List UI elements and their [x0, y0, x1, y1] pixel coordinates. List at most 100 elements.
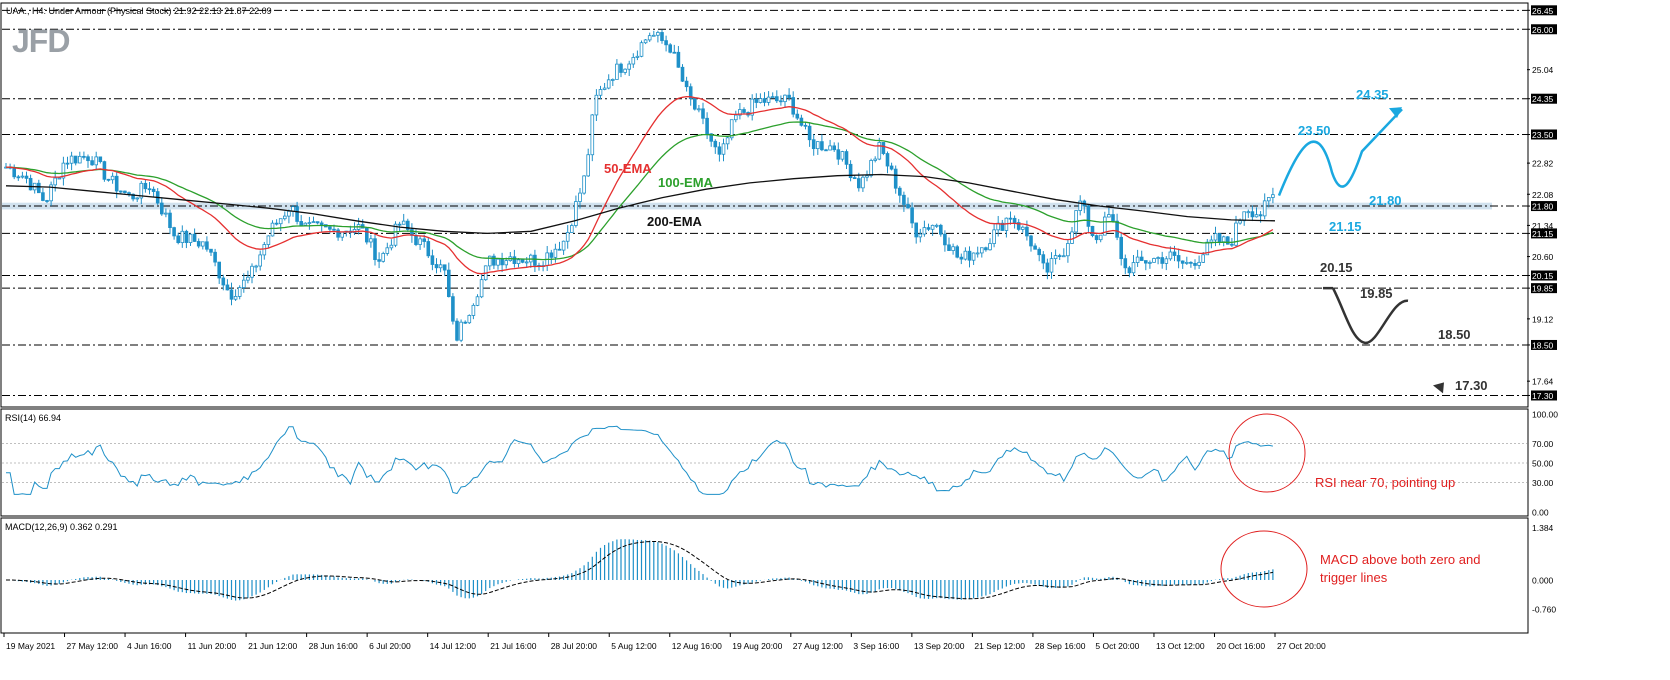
candle-body — [512, 256, 517, 265]
candle-body — [803, 124, 808, 127]
candle-body — [65, 162, 70, 165]
candle-body — [319, 222, 324, 226]
candle-body — [898, 187, 902, 196]
candle-body — [475, 296, 480, 306]
price-tick-label: 23.50 — [1532, 130, 1554, 140]
price-tick-highlight — [1531, 24, 1557, 35]
candle-body — [266, 235, 271, 245]
candle-body — [369, 238, 373, 243]
candle-body — [1271, 194, 1275, 198]
candle-body — [1115, 220, 1119, 238]
candle-body — [188, 233, 193, 243]
candle-body — [980, 247, 984, 254]
candle-body — [1234, 222, 1238, 246]
rsi-panel-frame — [0, 408, 1529, 517]
candle-body — [24, 175, 29, 179]
candle-body — [729, 119, 734, 139]
candle-body — [405, 220, 410, 230]
candle-body — [688, 86, 693, 100]
candle-body — [1131, 262, 1136, 274]
candle-body — [1144, 260, 1148, 264]
candle-body — [1062, 255, 1066, 258]
candle-body — [906, 204, 910, 209]
candle-body — [910, 207, 914, 224]
candle-body — [627, 63, 631, 70]
candle-body — [159, 202, 164, 215]
candle-body — [795, 113, 800, 119]
price-tick-highlight — [1531, 129, 1557, 140]
candle-body — [1160, 257, 1165, 264]
candle-body — [943, 233, 947, 246]
candle-body — [401, 220, 406, 225]
price-tick-label: 19.12 — [1532, 314, 1554, 324]
candle-body — [496, 258, 500, 266]
rsi-title: RSI(14) 66.94 — [5, 413, 61, 423]
candle-body — [1057, 255, 1062, 257]
candle-body — [172, 227, 176, 237]
candle-body — [561, 240, 566, 251]
candle-body — [397, 223, 402, 226]
candle-body — [1180, 260, 1185, 264]
candle-body — [479, 279, 484, 298]
candle-body — [619, 63, 623, 73]
price-tick-label: 26.00 — [1532, 25, 1554, 35]
candle-body — [1127, 267, 1132, 274]
price-tick-label: 21.15 — [1532, 229, 1554, 239]
level-label-21-15: 21.15 — [1329, 219, 1362, 234]
candle-body — [520, 259, 525, 263]
macd-tick-label: 0.000 — [1532, 576, 1554, 586]
candle-body — [721, 143, 726, 155]
symbol-header: UAA., H4: Under Armour (Physical Stock) … — [6, 6, 272, 16]
candle-body — [1250, 211, 1255, 218]
scenario-up-arrowhead — [1389, 107, 1402, 119]
price-panel-frame — [0, 2, 1529, 408]
x-tick-label: 19 Aug 20:00 — [732, 641, 782, 651]
candle-body — [459, 321, 463, 341]
candle-body — [246, 276, 250, 281]
candle-body — [1230, 243, 1234, 246]
candle-body — [229, 289, 234, 300]
candle-body — [418, 238, 422, 245]
candle-body — [20, 175, 25, 178]
candle-body — [180, 230, 185, 244]
x-tick-label: 11 Jun 20:00 — [188, 641, 237, 651]
candle-body — [955, 246, 959, 258]
price-tick-label: 20.15 — [1532, 271, 1554, 281]
candle-body — [299, 221, 303, 226]
candle-body — [184, 230, 189, 243]
candle-body — [287, 210, 291, 217]
x-tick-label: 3 Sep 16:00 — [853, 641, 899, 651]
candle-body — [807, 125, 812, 141]
candle-body — [1168, 251, 1173, 260]
candle-body — [78, 155, 82, 164]
candle-body — [775, 96, 779, 102]
candle-body — [672, 51, 677, 54]
candle-body — [37, 182, 41, 194]
candle-body — [200, 241, 205, 247]
price-tick-label: 18.50 — [1532, 340, 1554, 350]
price-tick-label: 17.64 — [1532, 377, 1554, 387]
candle-body — [779, 100, 783, 103]
candle-body — [131, 193, 135, 200]
candle-body — [684, 80, 689, 88]
candle-body — [1242, 211, 1247, 222]
x-tick-label: 4 Jun 16:00 — [127, 641, 172, 651]
candle-body — [500, 258, 504, 266]
candle-body — [848, 163, 853, 179]
x-tick-label: 27 Aug 12:00 — [793, 641, 843, 651]
candle-body — [877, 142, 882, 160]
candle-body — [869, 160, 873, 177]
candle-body — [209, 248, 213, 253]
candle-body — [664, 40, 668, 46]
rsi-tick-label: 100.00 — [1532, 410, 1558, 420]
candle-body — [922, 227, 927, 235]
candle-body — [270, 222, 275, 237]
candle-body — [241, 279, 246, 288]
x-tick-label: 6 Jul 20:00 — [369, 641, 411, 651]
candle-body — [430, 255, 435, 265]
candle-body — [660, 32, 664, 42]
candle-body — [237, 287, 242, 297]
price-tick-label: 25.04 — [1532, 65, 1554, 75]
candle-body — [693, 98, 697, 110]
